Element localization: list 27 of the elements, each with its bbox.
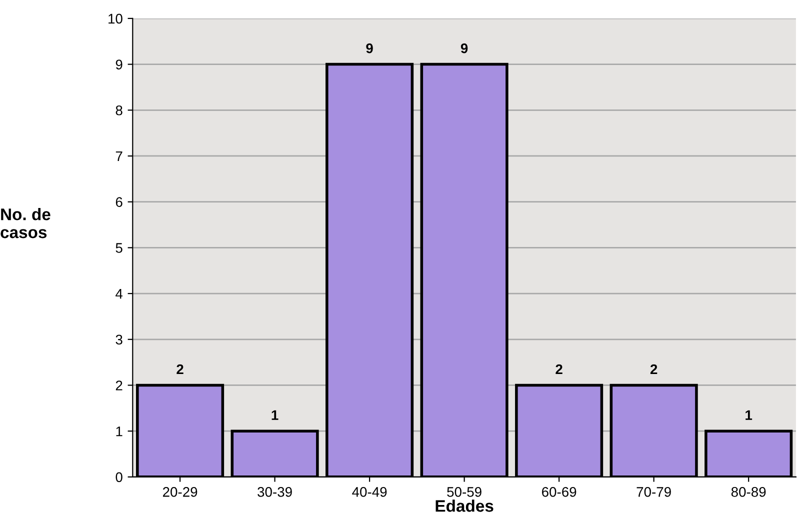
y-tick-label: 7 xyxy=(116,151,122,162)
y-tick-label: 8 xyxy=(116,105,122,116)
data-label: 9 xyxy=(366,43,373,54)
data-label: 2 xyxy=(556,364,562,374)
y-tick-label: 3 xyxy=(116,334,122,345)
x-tick-label: 80-89 xyxy=(731,487,766,497)
y-tick-label: 0 xyxy=(116,472,122,482)
x-tick-label: 20-29 xyxy=(162,487,198,497)
y-tick-label: 4 xyxy=(116,289,123,299)
y-tick-label: 5 xyxy=(116,243,122,253)
y-axis-title: No. de casos xyxy=(0,208,50,238)
x-axis-title: Edades xyxy=(436,500,494,512)
x-tick-label: 40-49 xyxy=(352,487,387,497)
data-label: 1 xyxy=(272,410,278,420)
x-tick-label: 60-69 xyxy=(542,487,576,497)
y-tick-label: 9 xyxy=(116,60,122,70)
data-label: 2 xyxy=(176,364,184,374)
y-tick-label: 2 xyxy=(116,380,122,390)
data-label: 1 xyxy=(746,410,752,420)
y-tick-label: 10 xyxy=(108,14,122,24)
y-tick-label: 6 xyxy=(116,197,122,208)
data-label: 2 xyxy=(650,364,658,374)
x-tick-label: 30-39 xyxy=(258,487,292,497)
x-tick-label: 50-59 xyxy=(447,487,482,497)
x-tick-label: 70-79 xyxy=(636,487,671,497)
data-label: 9 xyxy=(460,43,468,54)
y-tick-label: 1 xyxy=(116,426,122,436)
